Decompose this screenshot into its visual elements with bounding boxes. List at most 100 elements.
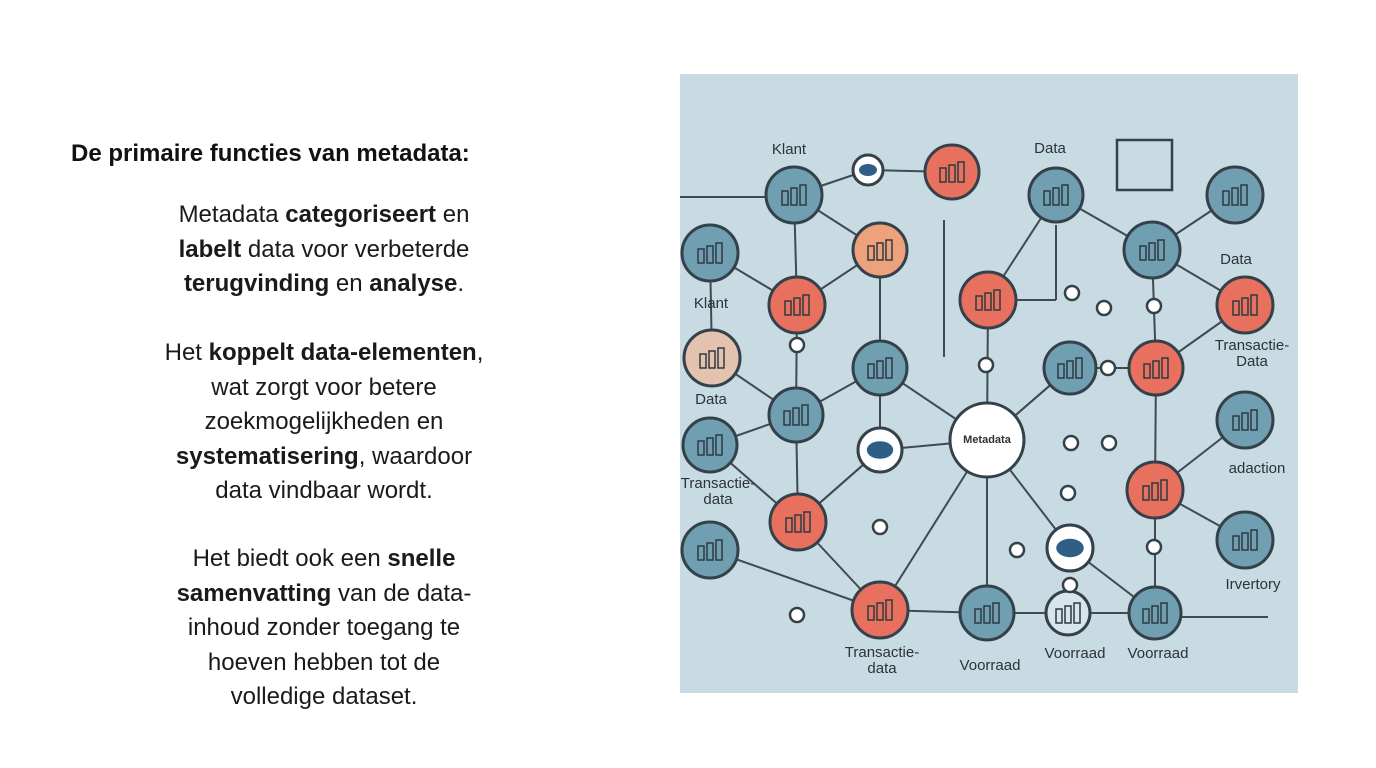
connector xyxy=(1099,359,1117,377)
node-icon xyxy=(1231,187,1239,206)
node-icon xyxy=(1057,363,1065,379)
text: en xyxy=(329,270,370,297)
node-icon xyxy=(867,245,875,261)
node-label: Data xyxy=(1236,353,1268,370)
node-icon xyxy=(706,542,714,561)
node-icon xyxy=(1151,482,1159,501)
node-icon xyxy=(885,239,893,261)
node-icon xyxy=(1151,605,1159,624)
node xyxy=(1215,510,1275,570)
text: . xyxy=(457,270,465,297)
node-icon xyxy=(1250,409,1258,431)
text-line: systematisering, waardoor xyxy=(0,442,648,472)
connector xyxy=(1145,297,1163,315)
text: en xyxy=(436,201,470,228)
node-label: adaction xyxy=(1229,460,1286,477)
bold-text: categoriseert xyxy=(285,201,437,228)
node-label: Transactie- xyxy=(845,644,919,661)
node xyxy=(1044,589,1092,637)
node-icon xyxy=(876,242,884,261)
node-label: data xyxy=(703,491,733,508)
node-icon xyxy=(867,363,875,379)
node-icon xyxy=(939,167,947,183)
node-icon xyxy=(1240,184,1248,206)
node-icon xyxy=(1075,357,1083,379)
node-icon xyxy=(792,407,800,426)
node-label: Voorraad xyxy=(1128,645,1189,662)
node-icon xyxy=(1232,300,1240,316)
bold-text: terugvinding xyxy=(183,270,330,297)
text: van de data- xyxy=(331,579,472,607)
node-label: Data xyxy=(695,391,727,408)
bold-text: samenvatting xyxy=(176,579,332,607)
text: volledige dataset. xyxy=(230,683,418,710)
node-icon xyxy=(717,347,725,369)
node xyxy=(680,223,740,283)
connector xyxy=(977,356,995,374)
node-icon xyxy=(867,605,875,621)
connector xyxy=(1008,541,1026,559)
text-line: hoeven hebben tot de xyxy=(0,648,648,678)
text: wat zorgt voor betere xyxy=(211,373,437,401)
node-icon xyxy=(1161,357,1169,379)
node-icon xyxy=(1073,602,1081,624)
node-icon xyxy=(793,297,801,316)
text-line: Het koppelt data-elementen, xyxy=(0,338,648,368)
node-icon xyxy=(1160,479,1168,501)
body-text: Metadata categoriseert en labelt data voo… xyxy=(0,0,648,768)
node-icon xyxy=(1232,535,1240,551)
bold-text: systematisering xyxy=(175,442,359,470)
node-icon xyxy=(699,353,707,369)
node-icon xyxy=(1043,190,1051,206)
bold-text: analyse xyxy=(369,270,458,297)
node-icon xyxy=(1066,360,1074,379)
node xyxy=(1027,166,1085,224)
node-label: Voorraad xyxy=(960,657,1021,674)
node-icon xyxy=(1157,239,1165,261)
node xyxy=(682,328,742,388)
text: Metadata xyxy=(178,201,286,228)
text-line: Metadata categoriseert en xyxy=(0,200,648,230)
node-label: Irvertory xyxy=(1225,576,1281,593)
text-line: data vindbaar wordt. xyxy=(0,476,648,506)
node-icon xyxy=(859,164,877,176)
text-line: wat zorgt voor betere xyxy=(0,373,648,403)
node-icon xyxy=(706,437,714,456)
node-icon xyxy=(948,164,956,183)
text-line: terugvinding en analyse. xyxy=(0,269,648,299)
bold-text: snelle xyxy=(387,545,456,572)
node-icon xyxy=(1232,415,1240,431)
node-icon xyxy=(1250,294,1258,316)
node-label: data xyxy=(867,660,897,677)
bold-text: labelt xyxy=(178,235,242,263)
node-icon xyxy=(785,517,793,533)
text-line: labelt data voor verbeterde xyxy=(0,235,648,265)
node xyxy=(680,520,740,580)
node-label: Klant xyxy=(694,295,729,312)
text-line: Het biedt ook een snelle xyxy=(0,544,648,574)
node-icon xyxy=(992,602,1000,624)
node-label: Klant xyxy=(772,141,807,158)
node xyxy=(1122,220,1182,280)
node-icon xyxy=(1241,412,1249,431)
node-icon xyxy=(1064,605,1072,624)
node xyxy=(923,143,981,201)
node xyxy=(851,339,909,397)
node-icon xyxy=(1061,184,1069,206)
node-label: Metadata xyxy=(963,434,1012,446)
node-icon xyxy=(885,599,893,621)
connector xyxy=(1062,434,1080,452)
node-icon xyxy=(876,602,884,621)
node-icon xyxy=(993,289,1001,311)
node-icon xyxy=(783,410,791,426)
node xyxy=(958,584,1016,642)
node-icon xyxy=(715,539,723,561)
node-icon xyxy=(781,190,789,206)
text: data vindbaar wordt. xyxy=(215,477,433,504)
node-label: Transactie- xyxy=(681,475,755,492)
text: data voor verbeterde xyxy=(241,235,470,263)
node xyxy=(767,386,825,444)
node-icon xyxy=(784,300,792,316)
node-icon xyxy=(885,357,893,379)
